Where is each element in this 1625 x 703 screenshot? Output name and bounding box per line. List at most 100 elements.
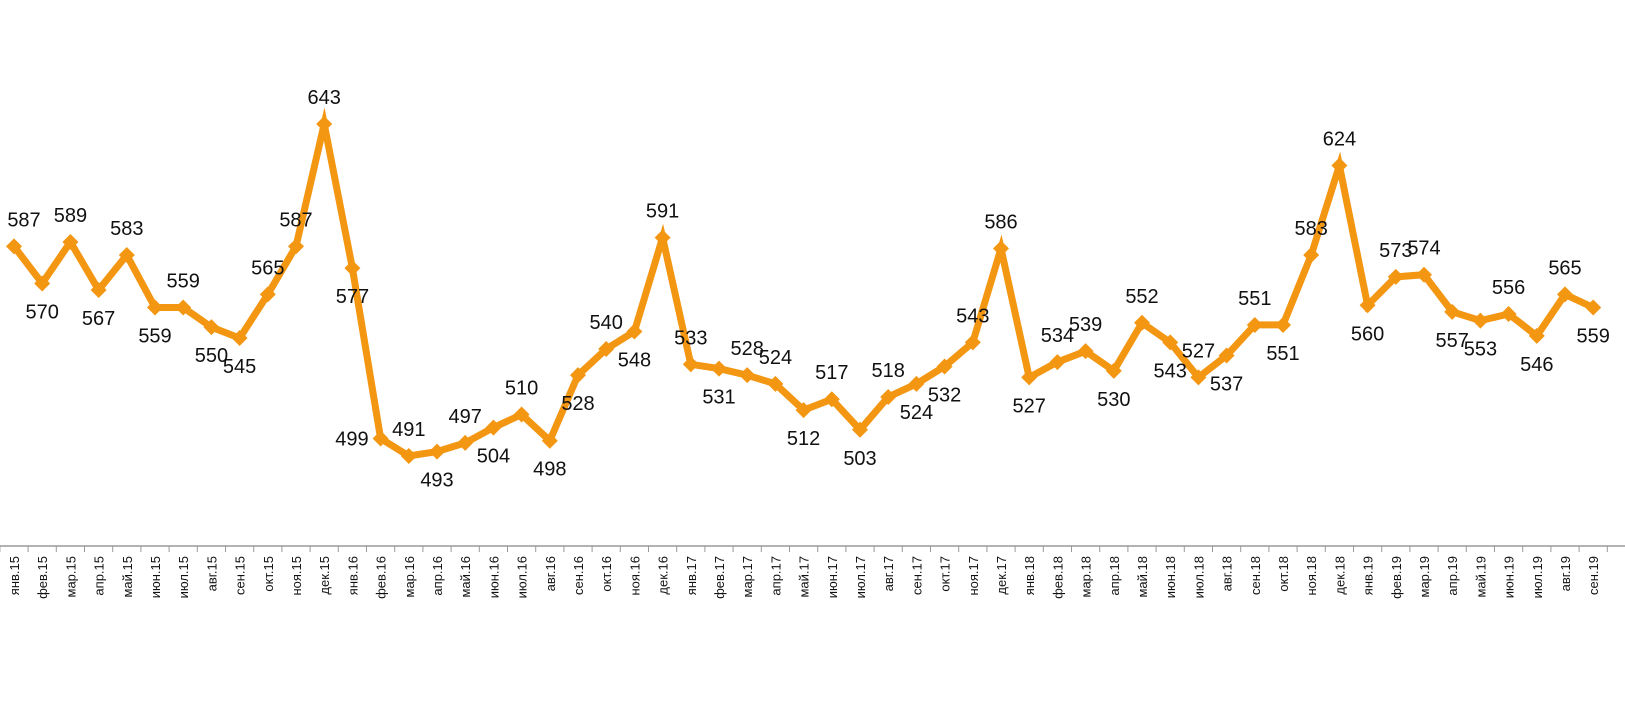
x-tick-label: сен.19 (1586, 556, 1601, 595)
data-point-marker (316, 116, 333, 132)
data-point-marker (880, 389, 897, 406)
data-point-marker (739, 367, 756, 384)
x-tick-label: мар.18 (1079, 556, 1094, 597)
x-tick-label: июл.18 (1191, 556, 1206, 598)
x-tick-label: окт.16 (599, 556, 614, 592)
data-label: 587 (279, 209, 312, 231)
data-point-marker (513, 406, 530, 423)
data-label: 540 (590, 312, 623, 334)
data-point-marker (993, 240, 1009, 257)
data-label: 543 (956, 305, 989, 327)
data-label: 527 (1182, 340, 1215, 362)
x-tick-label: мар.16 (402, 556, 417, 597)
data-point-marker (1105, 362, 1122, 379)
x-tick-label: май.17 (797, 556, 812, 598)
data-label: 503 (843, 448, 876, 470)
data-point-marker (626, 323, 643, 340)
data-label: 532 (928, 384, 961, 406)
data-label: 543 (1154, 360, 1187, 382)
data-point-marker (231, 330, 248, 347)
data-label: 512 (787, 428, 820, 450)
x-tick-label: июн.18 (1163, 556, 1178, 598)
x-tick-label: сен.18 (1248, 556, 1263, 595)
data-label: 527 (1013, 395, 1046, 417)
data-point-marker (1190, 369, 1207, 386)
data-label: 551 (1238, 288, 1271, 310)
data-label: 643 (308, 87, 341, 109)
data-label: 546 (1520, 354, 1553, 376)
data-point-marker (1049, 354, 1066, 371)
data-label: 534 (1041, 325, 1074, 347)
data-point-marker (1557, 286, 1573, 303)
data-point-marker (598, 340, 615, 357)
data-point-marker (682, 356, 699, 373)
data-label: 551 (1266, 343, 1299, 365)
data-label: 565 (251, 257, 284, 279)
data-point-marker (147, 299, 163, 316)
data-point-marker (1528, 327, 1545, 344)
data-label: 570 (26, 301, 59, 323)
x-tick-label: апр.16 (430, 556, 445, 596)
data-point-marker (372, 430, 389, 447)
data-label: 591 (646, 201, 679, 223)
data-label: 510 (505, 378, 538, 400)
x-tick-label: янв.19 (1361, 556, 1376, 595)
data-label: 556 (1492, 277, 1525, 299)
data-point-marker (1218, 347, 1235, 364)
data-point-marker (541, 432, 558, 449)
x-tick-label: янв.17 (684, 556, 699, 595)
data-label: 586 (984, 212, 1017, 234)
data-label: 530 (1097, 389, 1130, 411)
x-tick-label: окт.15 (261, 556, 276, 592)
x-tick-label: сен.17 (909, 556, 924, 595)
x-tick-label: апр.15 (92, 556, 107, 596)
x-tick-label: янв.18 (1022, 556, 1037, 595)
data-point-marker (90, 282, 107, 298)
data-point-marker (852, 421, 868, 438)
x-tick-label: ноя.16 (627, 556, 642, 596)
data-label: 574 (1407, 238, 1440, 260)
x-tick-label: апр.17 (768, 556, 783, 596)
data-marker-group (6, 116, 1602, 464)
x-tick-label: янв.16 (345, 556, 360, 595)
data-label: 491 (392, 419, 425, 441)
x-tick-label: май.15 (120, 556, 135, 598)
x-tick-label: май.19 (1473, 556, 1488, 598)
data-label: 577 (336, 286, 369, 308)
x-tick-label: апр.18 (1107, 556, 1122, 596)
data-point-marker (1303, 247, 1320, 264)
x-tick-label: авг.16 (543, 556, 558, 591)
data-point-marker (457, 434, 474, 451)
x-tick-label: июл.15 (176, 556, 191, 598)
data-point-marker (908, 375, 925, 392)
data-point-marker (654, 229, 671, 246)
data-point-marker (1246, 316, 1263, 333)
data-label: 550 (195, 345, 228, 367)
data-label: 589 (54, 205, 87, 227)
data-label: 573 (1379, 240, 1412, 262)
data-point-marker (936, 358, 953, 375)
data-point-marker (767, 375, 784, 392)
data-label: 533 (674, 327, 707, 349)
data-label: 583 (110, 218, 143, 240)
x-tick-label: апр.19 (1445, 556, 1460, 596)
data-label: 559 (1577, 326, 1610, 348)
data-label: 539 (1069, 314, 1102, 336)
data-point-marker (429, 443, 445, 460)
x-tick-label: фев.17 (712, 556, 727, 599)
data-point-marker (62, 233, 79, 250)
x-tick-label: июн.19 (1502, 556, 1517, 598)
x-tick-label: мар.19 (1417, 556, 1432, 597)
data-point-marker (203, 319, 220, 336)
data-label: 587 (7, 209, 40, 231)
x-tick-label: июн.17 (825, 556, 840, 598)
data-label: 517 (815, 362, 848, 384)
x-tick-label: июл.19 (1530, 556, 1545, 598)
x-tick-label: июл.16 (515, 556, 530, 598)
x-tick-label: окт.18 (1276, 556, 1291, 592)
data-label: 545 (223, 356, 256, 378)
data-label: 559 (138, 326, 171, 348)
x-tick-label: дек.16 (656, 556, 671, 595)
